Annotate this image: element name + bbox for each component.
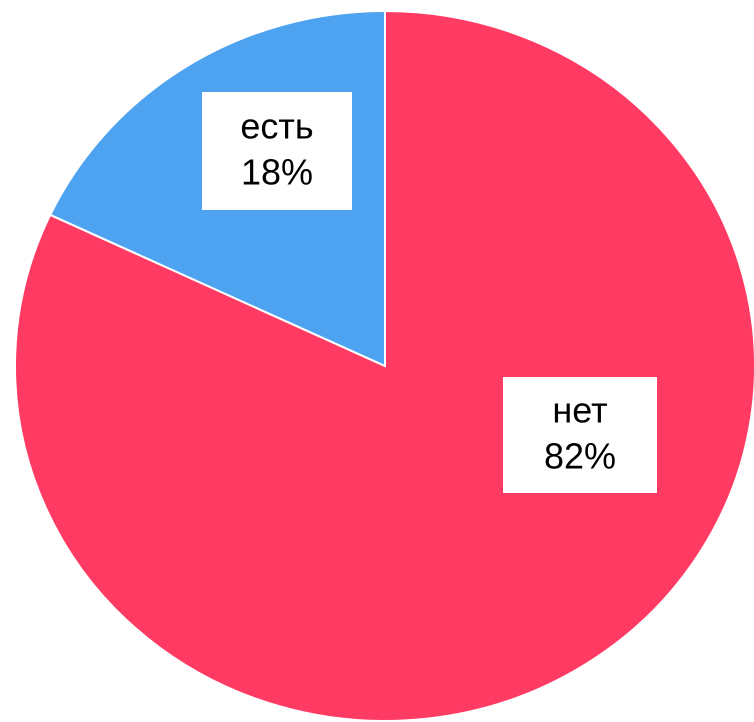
value-label: 18% [241,152,313,193]
value-label: 82% [544,436,616,477]
label-box [202,92,352,210]
category-label: нет [552,390,607,431]
category-label: есть [240,106,313,147]
label-box [503,377,657,493]
